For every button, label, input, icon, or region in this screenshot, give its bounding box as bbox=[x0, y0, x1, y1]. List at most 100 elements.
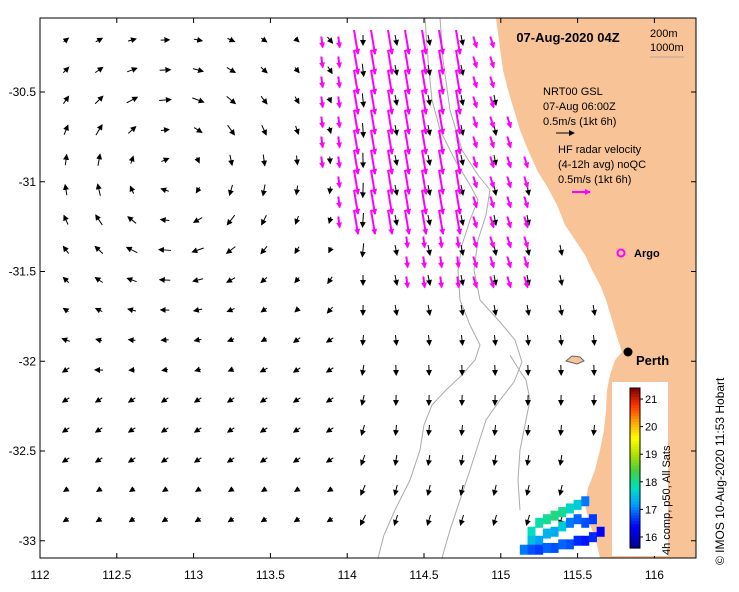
gsl-current-vector bbox=[261, 154, 268, 167]
hf-radar-vector bbox=[489, 276, 496, 289]
hf-radar-vector bbox=[523, 256, 530, 269]
sst-pixel bbox=[558, 507, 567, 518]
gsl-current-vector bbox=[459, 304, 465, 316]
colorbar-segment bbox=[630, 429, 640, 433]
hf-radar-vector bbox=[387, 149, 395, 175]
gsl-current-vector bbox=[426, 94, 432, 106]
lat-tick-label: -33 bbox=[19, 534, 37, 548]
gsl-current-vector bbox=[94, 276, 103, 283]
gsl-current-vector bbox=[228, 154, 234, 167]
gsl-current-vector bbox=[558, 274, 564, 286]
gsl-current-vector bbox=[459, 274, 465, 286]
gsl-current-vector bbox=[226, 214, 236, 226]
colorbar-segment bbox=[630, 492, 640, 497]
gsl-current-vector bbox=[525, 514, 531, 526]
gsl-current-vector bbox=[292, 456, 301, 463]
gsl-current-vector bbox=[160, 456, 169, 463]
gsl-current-vector bbox=[327, 36, 334, 44]
gsl-current-vector bbox=[128, 155, 135, 164]
sst-colorbar: 21 20 19 18 17 16 bbox=[612, 382, 668, 556]
hf-radar-vector bbox=[336, 136, 343, 149]
hf-radar-vector bbox=[370, 149, 378, 175]
colorbar-segment bbox=[630, 393, 640, 397]
gsl-current-vector bbox=[127, 216, 137, 224]
sst-pixel bbox=[527, 544, 536, 555]
gsl-current-vector bbox=[360, 122, 367, 139]
colorbar-segment bbox=[630, 528, 640, 533]
colorbar-tick-label: 21 bbox=[645, 394, 657, 406]
gsl-current-vector bbox=[459, 514, 465, 526]
colorbar-segment bbox=[630, 512, 640, 516]
hf-radar-vector bbox=[336, 76, 343, 89]
hf-radar-vector bbox=[353, 189, 361, 215]
gsl-current-vector bbox=[192, 217, 203, 223]
colorbar-segment bbox=[630, 514, 640, 519]
gsl-current-vector bbox=[292, 336, 301, 343]
hf-radar-vector bbox=[472, 156, 479, 169]
gsl-current-vector bbox=[326, 156, 333, 165]
gsl-current-vector bbox=[492, 334, 498, 346]
sst-pixel bbox=[542, 542, 551, 553]
gsl-current-vector bbox=[327, 186, 334, 195]
colorbar-segment bbox=[630, 437, 640, 442]
gsl-current-vector bbox=[227, 366, 235, 372]
lon-tick-label: 113 bbox=[184, 568, 203, 582]
hf-radar-vector bbox=[489, 216, 496, 229]
gsl-current-vector bbox=[360, 424, 366, 436]
gsl-current-vector bbox=[193, 456, 202, 463]
sst-pixel bbox=[535, 544, 544, 555]
colorbar-segment bbox=[630, 445, 640, 450]
colorbar-tick-label: 17 bbox=[645, 504, 657, 516]
gsl-current-vector bbox=[61, 366, 70, 373]
gsl-current-vector bbox=[94, 456, 103, 463]
hf-radar-vector bbox=[319, 156, 326, 169]
hf-radar-vector bbox=[421, 29, 429, 55]
hf-radar-vector bbox=[404, 89, 412, 115]
gsl-current-vector bbox=[525, 484, 531, 496]
gsl-current-vector bbox=[459, 334, 465, 346]
hf-radar-vector bbox=[404, 149, 412, 175]
perth-marker-icon bbox=[623, 347, 633, 357]
colorbar-segment bbox=[630, 410, 640, 414]
hf-radar-vector bbox=[455, 169, 463, 195]
hf-radar-vector bbox=[404, 129, 412, 155]
gsl-current-vector bbox=[426, 514, 432, 526]
colorbar-segment bbox=[630, 404, 640, 408]
gsl-current-vector bbox=[62, 245, 70, 254]
gsl-current-vector bbox=[591, 334, 597, 346]
gsl-current-vector bbox=[192, 67, 205, 73]
colorbar-segment bbox=[630, 531, 640, 535]
gsl-current-vector bbox=[393, 94, 399, 106]
gsl-current-vector bbox=[62, 486, 70, 493]
colorbar-segment bbox=[630, 418, 640, 422]
hf-radar-vector bbox=[336, 56, 343, 69]
gsl-current-vector bbox=[62, 307, 70, 314]
hf-radar-vector bbox=[421, 276, 428, 289]
gsl-current-vector bbox=[126, 277, 137, 283]
gsl-current-vector bbox=[459, 484, 465, 496]
hf-radar-vector bbox=[472, 56, 479, 69]
hf-radar-vector bbox=[336, 196, 343, 209]
gsl-current-vector bbox=[193, 336, 202, 343]
hf-radar-vector bbox=[438, 109, 446, 135]
argo-marker-icon bbox=[616, 248, 626, 258]
hf-radar-vector bbox=[455, 149, 463, 175]
credit-text: © IMOS 10-Aug-2020 11:53 Hobart bbox=[713, 377, 727, 565]
contour-legend-200m: 200m bbox=[650, 28, 678, 40]
hf-radar-vector bbox=[421, 189, 429, 215]
gsl-current-vector bbox=[492, 484, 498, 496]
hf-radar-vector bbox=[489, 256, 496, 269]
hf-radar-vector bbox=[370, 89, 378, 115]
hf-radar-vector bbox=[387, 49, 395, 75]
gsl-current-vector bbox=[459, 94, 465, 106]
gsl-current-vector bbox=[158, 276, 171, 283]
gsl-current-vector bbox=[95, 214, 103, 226]
gsl-current-vector bbox=[294, 306, 301, 313]
hf-radar-vector bbox=[336, 176, 343, 189]
gsl-current-vector bbox=[492, 514, 498, 526]
gsl-current-vector bbox=[194, 156, 200, 164]
hf-legend-scale: 0.5m/s (1kt 6h) bbox=[558, 174, 631, 186]
hf-radar-vector bbox=[404, 189, 412, 215]
hf-radar-vector bbox=[387, 129, 395, 155]
gsl-current-vector bbox=[492, 424, 498, 436]
